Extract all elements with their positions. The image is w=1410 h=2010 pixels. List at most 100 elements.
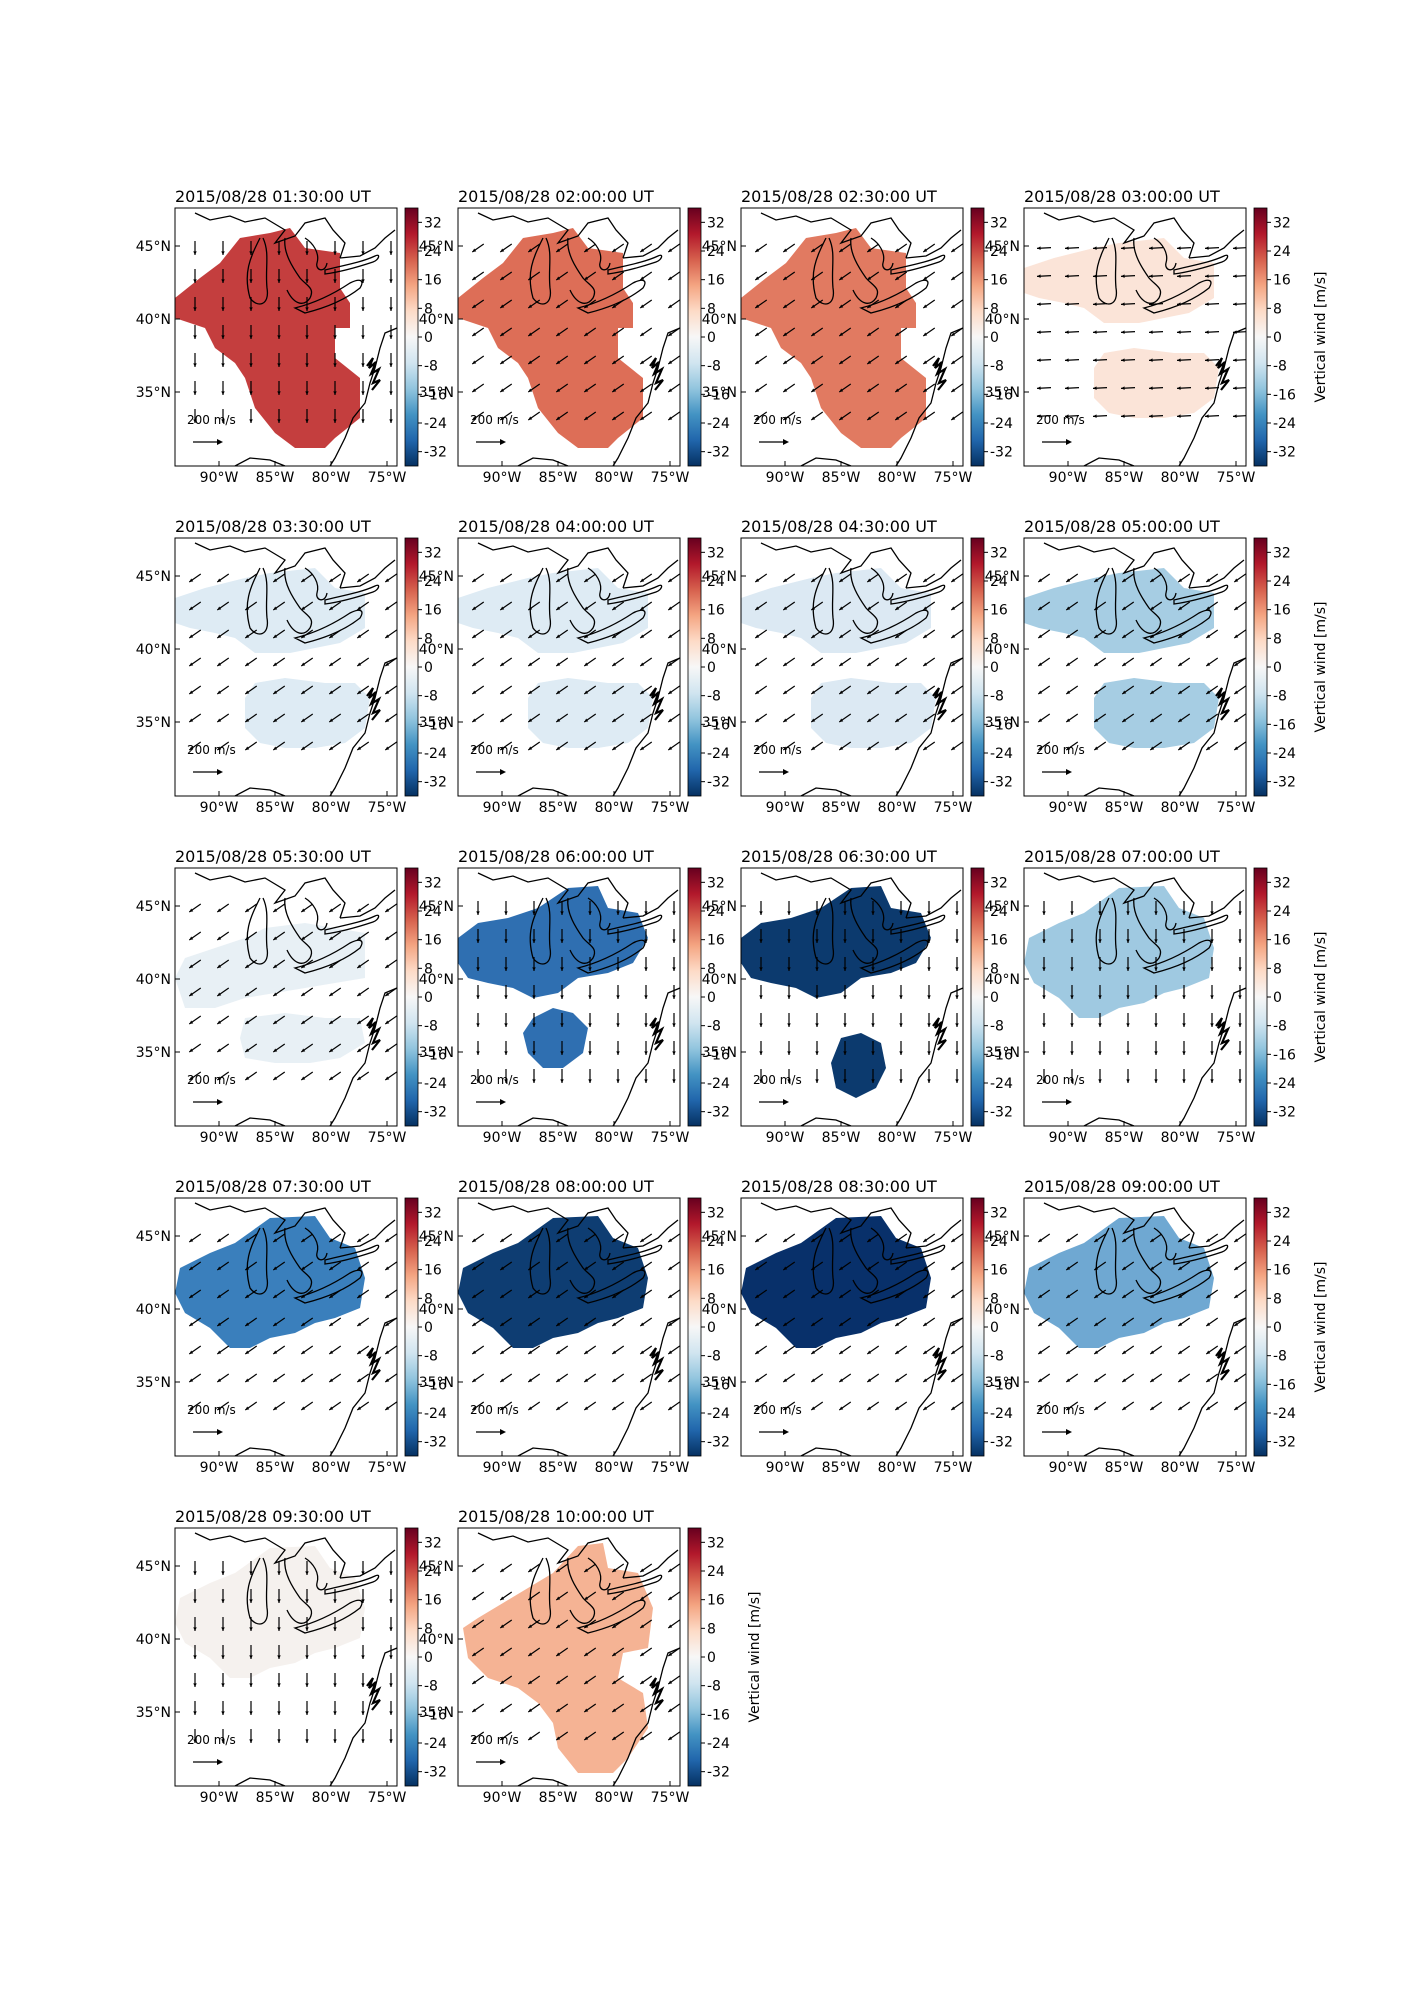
colorbar-tick-label: -24 — [424, 746, 447, 762]
wind-vector — [384, 1043, 397, 1053]
colorbar-tick-label: -8 — [990, 359, 1004, 375]
wind-vector — [277, 1589, 281, 1603]
colorbar-tick-label: -24 — [1273, 746, 1296, 762]
wind-vector — [555, 629, 569, 639]
lon-tick-label: 90°W — [200, 1130, 239, 1146]
wind-vector — [499, 629, 513, 639]
wind-vector — [272, 1015, 286, 1025]
wind-vector — [611, 411, 625, 421]
wind-vector — [754, 355, 768, 365]
wind-vector — [1148, 246, 1164, 250]
wind-vector — [950, 1261, 963, 1271]
wind-vector — [1037, 713, 1051, 723]
wind-vector — [555, 271, 569, 281]
wind-vector — [560, 1069, 564, 1083]
colorbar — [404, 867, 419, 1127]
colorbar-tick-label: 8 — [424, 631, 433, 647]
wind-vector — [361, 409, 365, 423]
wind-vector — [527, 1647, 541, 1657]
wind-vector — [333, 409, 337, 423]
wind-vector — [300, 903, 314, 913]
wind-vector — [305, 1645, 309, 1659]
reference-arrow-label: 200 m/s — [470, 413, 519, 427]
colorbar-tick-label: 16 — [707, 1593, 725, 1609]
wind-vector — [838, 685, 852, 695]
wind-vector — [754, 271, 768, 281]
lon-tick-label: 90°W — [766, 800, 805, 816]
coastline — [800, 1117, 852, 1126]
colorbar — [687, 867, 702, 1127]
lon-tick-label: 85°W — [1105, 800, 1144, 816]
wind-vector — [639, 1345, 653, 1355]
wind-vector — [272, 657, 286, 667]
wind-vector — [583, 1233, 597, 1243]
panel-title: 2015/08/28 05:00:00 UT — [1024, 517, 1220, 536]
wind-vector — [871, 1013, 875, 1027]
wind-vector — [328, 1071, 342, 1081]
wind-vector — [1037, 629, 1051, 639]
colorbar-tick-label: 24 — [990, 904, 1008, 920]
wind-vector — [1037, 1233, 1051, 1243]
wind-vector — [300, 1317, 314, 1327]
lon-tick-label: 85°W — [539, 1790, 578, 1806]
wind-vector — [471, 1261, 485, 1271]
wind-vector — [305, 1701, 309, 1715]
wind-vector — [193, 1729, 197, 1743]
coastline — [529, 897, 552, 965]
coastline — [477, 212, 629, 259]
colorbar-tick-label: 16 — [424, 933, 442, 949]
colorbar-tick-label: 0 — [1273, 330, 1282, 346]
wind-vector — [810, 629, 824, 639]
coastline — [587, 897, 611, 931]
wind-vector — [815, 985, 819, 999]
wind-vector — [361, 241, 365, 255]
wind-vector — [193, 409, 197, 423]
panel-title: 2015/08/28 08:30:00 UT — [741, 1177, 937, 1196]
wind-vector — [611, 1731, 625, 1741]
wind-vector — [555, 327, 569, 337]
wind-vector — [249, 1729, 253, 1743]
wind-vector — [616, 957, 620, 971]
wind-vector — [499, 1401, 513, 1411]
wind-vector — [838, 1401, 852, 1411]
wind-vector — [1210, 1013, 1214, 1027]
wind-vector — [244, 1015, 258, 1025]
colorbar-tick-label: -8 — [707, 1679, 721, 1695]
wind-vector — [188, 1373, 202, 1383]
wind-vector — [476, 1069, 480, 1083]
wind-vector — [272, 1233, 286, 1243]
wind-vector — [955, 1069, 959, 1083]
wind-vector — [866, 271, 880, 281]
wind-vector — [950, 271, 963, 281]
lon-tick-label: 85°W — [1105, 1460, 1144, 1476]
wind-vector — [1126, 985, 1130, 999]
reference-arrow-label: 200 m/s — [753, 1403, 802, 1417]
lon-tick-label: 90°W — [1049, 470, 1088, 486]
colorbar-tick-label: -16 — [1273, 1047, 1296, 1063]
wind-vector — [244, 713, 258, 723]
coastline — [1133, 897, 1162, 964]
wind-vector — [672, 985, 676, 999]
wind-vector — [305, 1729, 309, 1743]
colorbar-tick-label: 16 — [1273, 603, 1291, 619]
vertical-wind-region — [175, 923, 365, 1008]
wind-vector — [838, 243, 852, 253]
lon-tick-label: 80°W — [312, 800, 351, 816]
wind-vector — [471, 1675, 485, 1685]
wind-vector — [667, 1591, 680, 1601]
wind-vector — [1149, 741, 1163, 751]
colorbar-label: Vertical wind [m/s] — [1313, 272, 1329, 403]
wind-vector — [754, 1233, 768, 1243]
wind-vector — [527, 355, 541, 365]
lat-tick-label: 35°N — [702, 715, 737, 731]
chesapeake-coast — [366, 1347, 382, 1381]
wind-vector — [927, 957, 931, 971]
colorbar-tick-label: -8 — [424, 689, 438, 705]
wind-vector — [1205, 657, 1219, 667]
vertical-wind-region — [245, 678, 370, 748]
lon-tick-label: 80°W — [878, 1130, 917, 1146]
colorbar-tick-label: 0 — [1273, 990, 1282, 1006]
wind-vector — [216, 601, 230, 611]
wind-vector — [221, 325, 225, 339]
